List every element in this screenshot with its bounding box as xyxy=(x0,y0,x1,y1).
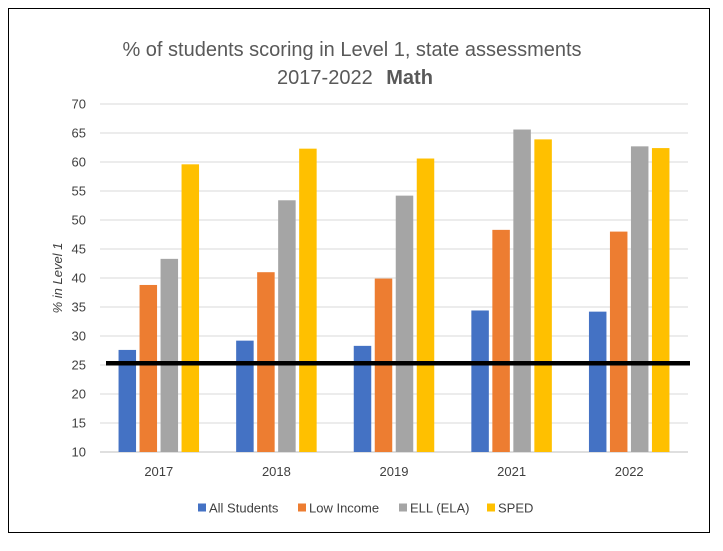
bar-sped-2022 xyxy=(651,148,670,452)
chart-title-line2: 2017-2022 Math xyxy=(277,67,433,89)
bar-ell-ela-2019 xyxy=(395,195,414,452)
legend-swatch xyxy=(399,503,407,512)
y-tick-label: 60 xyxy=(72,155,86,170)
bar-sped-2017 xyxy=(181,164,200,452)
bar-sped-2019 xyxy=(416,158,435,452)
bars xyxy=(118,129,670,452)
y-tick-label: 70 xyxy=(72,97,86,112)
legend-item: All Students xyxy=(198,501,279,516)
legend-label: SPED xyxy=(498,501,533,516)
bar-ell-ela-2022 xyxy=(630,146,649,452)
x-axis: 2017 2018 2019 2021 2022 xyxy=(144,464,643,479)
y-tick-label: 10 xyxy=(72,445,86,460)
bar-low-income-2021 xyxy=(492,229,510,452)
bar-all-students-2019 xyxy=(353,345,372,452)
y-tick-label: 50 xyxy=(72,213,86,228)
legend-label: ELL (ELA) xyxy=(410,501,470,516)
y-tick-label: 55 xyxy=(72,184,86,199)
y-tick-label: 20 xyxy=(72,387,86,402)
bar-ell-ela-2017 xyxy=(160,258,179,452)
bar-all-students-2017 xyxy=(118,349,137,452)
bar-sped-2021 xyxy=(534,139,552,452)
legend-swatch xyxy=(487,503,495,512)
x-tick-label: 2019 xyxy=(380,464,409,479)
y-tick-label: 65 xyxy=(72,126,86,141)
y-axis-label: % in Level 1 xyxy=(50,243,65,314)
bar-all-students-2022 xyxy=(588,311,607,452)
legend-swatch xyxy=(198,503,206,512)
chart-title: % of students scoring in Level 1, state … xyxy=(122,39,581,89)
bar-low-income-2022 xyxy=(609,231,628,452)
legend-label: Low Income xyxy=(309,501,379,516)
x-tick-label: 2017 xyxy=(144,464,173,479)
legend-swatch xyxy=(298,503,306,512)
y-axis: 10 15 20 25 30 35 40 45 50 55 60 65 70 xyxy=(72,97,86,460)
chart-title-line1: % of students scoring in Level 1, state … xyxy=(122,39,581,61)
bar-all-students-2021 xyxy=(471,310,489,452)
x-tick-label: 2021 xyxy=(497,464,526,479)
y-tick-label: 30 xyxy=(72,329,86,344)
y-tick-label: 35 xyxy=(72,300,86,315)
bar-all-students-2018 xyxy=(236,340,254,452)
y-tick-label: 45 xyxy=(72,242,86,257)
x-tick-label: 2018 xyxy=(262,464,291,479)
y-tick-label: 40 xyxy=(72,271,86,286)
legend-item: Low Income xyxy=(298,501,379,516)
bar-ell-ela-2021 xyxy=(513,129,531,452)
x-tick-label: 2022 xyxy=(615,464,644,479)
bar-ell-ela-2018 xyxy=(278,200,296,452)
chart-title-years: 2017-2022 xyxy=(277,67,373,89)
legend: All Students Low Income ELL (ELA) SPED xyxy=(198,501,533,516)
y-tick-label: 25 xyxy=(72,358,86,373)
chart-title-subject: Math xyxy=(386,67,433,89)
y-tick-label: 15 xyxy=(72,416,86,431)
legend-item: SPED xyxy=(487,501,533,516)
legend-item: ELL (ELA) xyxy=(399,501,470,516)
bar-sped-2018 xyxy=(299,148,317,452)
bar-low-income-2017 xyxy=(139,284,158,452)
legend-label: All Students xyxy=(209,501,279,516)
